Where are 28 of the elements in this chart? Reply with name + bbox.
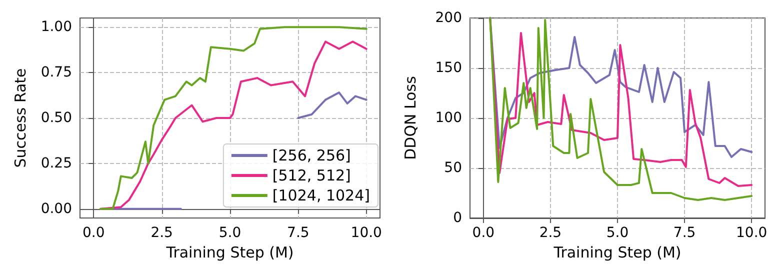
y-axis-title: Success Rate — [12, 68, 30, 168]
y-tick-label: 50 — [444, 160, 462, 176]
y-tick-label: 150 — [435, 60, 462, 76]
legend-label: [512, 512] — [272, 166, 351, 184]
x-axis-title: Training Step (M) — [165, 243, 294, 262]
legend-label: [256, 256] — [272, 146, 351, 164]
y-tick-label: 0 — [453, 210, 462, 226]
y-tick-label: 0.50 — [40, 110, 72, 126]
legend-label: [1024, 1024] — [272, 186, 370, 204]
y-tick-label: 100 — [435, 110, 462, 126]
x-tick-label: 10.0 — [350, 225, 382, 241]
x-tick-label: 5.0 — [606, 225, 629, 241]
y-tick-label: 1.00 — [40, 19, 72, 36]
y-axis-title: DDQN Loss — [402, 76, 420, 160]
y-tick-label: 200 — [435, 10, 462, 26]
x-tick-label: 2.5 — [150, 225, 173, 241]
x-tick-label: 0.0 — [472, 225, 495, 241]
x-tick-label: 7.5 — [673, 225, 696, 241]
x-axis-title: Training Step (M) — [552, 243, 682, 262]
y-tick-label: 0.75 — [40, 64, 72, 81]
y-tick-label: 0.25 — [40, 155, 72, 172]
x-tick-label: 7.5 — [287, 225, 310, 241]
y-tick-label: 0.00 — [40, 200, 72, 217]
x-tick-label: 2.5 — [539, 225, 562, 241]
line-series — [489, 17, 753, 158]
x-tick-label: 10.0 — [736, 225, 768, 241]
x-tick-label: 0.0 — [82, 225, 105, 241]
x-tick-label: 5.0 — [218, 225, 242, 241]
